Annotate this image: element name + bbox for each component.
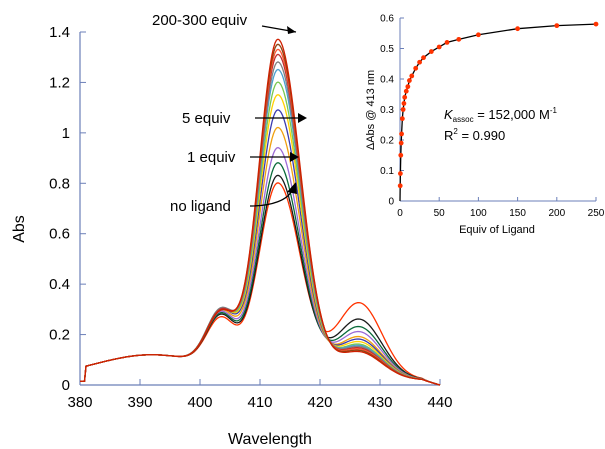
main-series-group <box>80 38 441 386</box>
inset-data-point <box>413 65 419 71</box>
main-y-ticks: 0 0.2 0.4 0.6 0.8 1 1.2 1.4 <box>49 24 86 394</box>
main-y-tick-label: 1 <box>62 125 70 142</box>
inset-data-point <box>476 32 481 38</box>
annotation-200-300-equiv: 200-300 equiv <box>152 12 248 29</box>
inset-data-point <box>417 59 422 65</box>
main-y-tick-label: 0.8 <box>49 175 70 192</box>
inset-x-tick-label: 100 <box>470 208 487 219</box>
inset-x-tick-label: 0 <box>397 208 403 219</box>
inset-data-point <box>593 21 599 27</box>
main-y-tick-label: 0.2 <box>49 327 70 344</box>
main-x-tick-label: 400 <box>187 394 212 411</box>
r-squared-value: = 0.990 <box>458 128 505 143</box>
inset-y-tick-label: 0.1 <box>380 166 394 177</box>
inset-data-point <box>400 107 406 112</box>
main-axes: 380 390 400 410 420 430 440 0 0.2 0.4 0.6 0.8 1 1.2 1… <box>11 24 453 448</box>
inset-x-tick-label: 150 <box>509 208 526 219</box>
inset-axes: 0 50 100 150 200 250 0 0.1 0.2 0.3 0.4 0.5 0.6 Equi… <box>365 14 605 237</box>
inset-y-tick-label: 0.4 <box>380 75 394 86</box>
main-y-tick-label: 1.2 <box>49 74 70 91</box>
inset-x-tick-label: 250 <box>588 208 605 219</box>
inset-annotation: Kassoc = 152,000 M-1 R2 = 0.990 <box>444 106 557 143</box>
inset-data-point <box>399 116 405 122</box>
inset-x-axis-title: Equiv of Ligand <box>459 224 535 236</box>
main-y-tick-label: 0.6 <box>49 226 70 243</box>
spectrum-line-14 <box>80 38 441 386</box>
inset-points-group <box>397 21 599 189</box>
main-x-tick-label: 420 <box>307 394 332 411</box>
inset-data-point <box>407 78 412 83</box>
main-x-ticks: 380 390 400 410 420 430 440 <box>67 379 453 411</box>
inset-data-point <box>402 94 408 100</box>
main-x-tick-label: 430 <box>367 394 392 411</box>
kassoc-value: = 152,000 M <box>474 107 550 122</box>
main-annotations: 200-300 equiv 5 equiv 1 equiv no ligand <box>152 12 307 215</box>
annotation-5-equiv: 5 equiv <box>182 110 231 127</box>
spectrum-line-11 <box>80 53 441 386</box>
main-x-tick-label: 380 <box>67 394 92 411</box>
inset-data-point <box>436 44 442 50</box>
inset-data-point <box>398 152 404 158</box>
main-x-tick-label: 440 <box>427 394 452 411</box>
kassoc-annotation: Kassoc = 152,000 M-1 <box>444 106 557 124</box>
main-y-tick-label: 0.4 <box>49 276 70 293</box>
main-y-axis-title: Abs <box>11 215 28 243</box>
annotation-1-equiv: 1 equiv <box>187 149 236 166</box>
inset-x-tick-label: 200 <box>548 208 565 219</box>
inset-y-tick-label: 0.6 <box>380 14 394 25</box>
inset-x-tick-label: 50 <box>434 208 446 219</box>
kassoc-subscript: assoc <box>453 115 474 124</box>
inset-data-point <box>397 183 403 189</box>
inset-data-point <box>515 26 520 32</box>
main-x-tick-label: 390 <box>127 394 152 411</box>
inset-y-tick-label: 0.5 <box>380 44 394 55</box>
r-squared-annotation: R2 = 0.990 <box>444 127 505 143</box>
main-y-tick-label: 1.4 <box>49 24 70 41</box>
arrowhead-1-equiv <box>290 152 299 162</box>
kassoc-symbol: K <box>444 107 454 122</box>
main-x-tick-label: 410 <box>247 394 272 411</box>
main-y-tick-label: 0 <box>62 377 70 394</box>
inset-data-point <box>403 88 409 94</box>
inset-y-tick-label: 0.3 <box>380 105 394 116</box>
inset-x-ticks: 0 50 100 150 200 250 <box>397 197 605 219</box>
inset-data-point <box>401 101 407 106</box>
kassoc-unit-superscript: -1 <box>550 106 558 115</box>
r-squared-label: R <box>444 128 453 143</box>
arrowhead-no-ligand <box>287 182 297 194</box>
r-squared-superscript: 2 <box>453 127 458 136</box>
inset-data-point <box>405 84 411 90</box>
arrowhead-200-300-equiv <box>287 26 296 34</box>
inset-data-point <box>398 140 404 146</box>
inset-data-point <box>444 40 450 45</box>
main-x-axis-title: Wavelength <box>228 431 312 448</box>
inset-y-tick-label: 0.2 <box>380 136 394 147</box>
inset-data-point <box>409 73 415 79</box>
annotation-no-ligand: no ligand <box>170 198 231 215</box>
arrowhead-5-equiv <box>298 113 307 123</box>
inset-data-point <box>554 23 560 29</box>
inset-data-point <box>397 171 403 176</box>
inset-y-axis-title: ΔAbs @ 413 nm <box>365 70 377 150</box>
inset-y-ticks: 0 0.1 0.2 0.3 0.4 0.5 0.6 <box>380 14 404 208</box>
inset-data-point <box>421 55 426 61</box>
inset-data-point <box>428 49 434 54</box>
inset-y-tick-label: 0 <box>388 197 394 208</box>
inset-data-point <box>399 131 404 137</box>
inset-data-point <box>456 36 462 42</box>
